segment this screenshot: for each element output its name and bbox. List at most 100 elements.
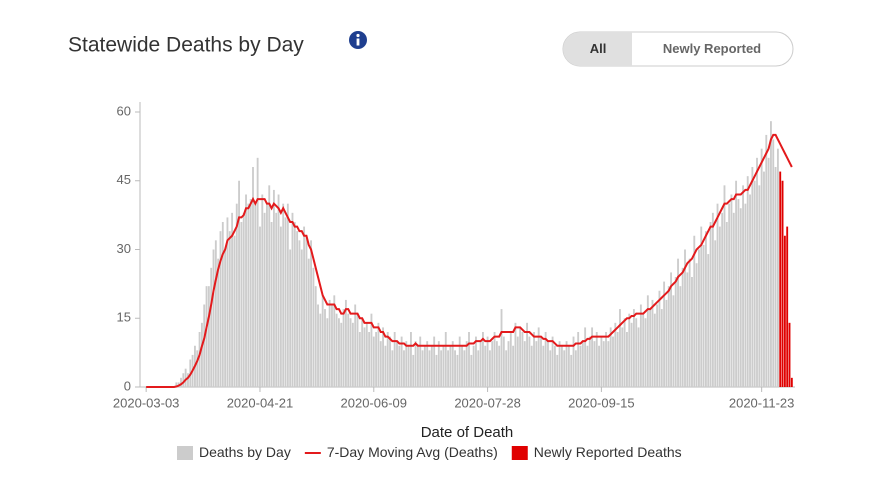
bar [728, 203, 731, 387]
bar [779, 171, 782, 387]
x-tick-label: 2020-03-03 [113, 395, 180, 410]
bar [312, 267, 315, 387]
bar [688, 258, 691, 387]
bar [212, 249, 215, 387]
bar [370, 313, 373, 387]
bar [660, 309, 663, 387]
bar [672, 295, 675, 387]
bar [317, 304, 319, 387]
bar [351, 322, 354, 387]
bar [361, 318, 364, 387]
bar [210, 267, 213, 387]
bar [200, 322, 203, 387]
bar [776, 148, 779, 387]
bar [268, 185, 271, 387]
bar [704, 231, 707, 387]
bar [651, 299, 654, 387]
bar [249, 199, 252, 387]
y-tick-label: 60 [117, 103, 131, 118]
bar [521, 332, 524, 387]
bar [463, 350, 466, 387]
bar [621, 327, 624, 387]
bar [783, 235, 786, 387]
bar [765, 134, 768, 387]
bar [642, 313, 645, 387]
bar [790, 377, 793, 387]
bar [519, 327, 522, 387]
bar [407, 345, 410, 387]
bar [270, 222, 273, 387]
bar [398, 345, 401, 387]
bar [393, 332, 396, 387]
bar [475, 336, 477, 387]
bar [368, 332, 371, 387]
bar [753, 180, 756, 387]
bar [607, 341, 610, 387]
bar [598, 345, 600, 387]
bar [567, 345, 570, 387]
bar [198, 332, 201, 387]
bar [509, 332, 512, 387]
bar [767, 157, 770, 387]
bar [347, 313, 350, 387]
bar [788, 322, 791, 387]
bar [437, 341, 440, 387]
bar [549, 350, 552, 387]
bar [725, 222, 728, 387]
bar [289, 249, 292, 387]
bar [718, 226, 721, 387]
bar [482, 332, 484, 387]
bar [744, 203, 747, 387]
bar [458, 336, 461, 387]
bar [410, 332, 412, 387]
bar [433, 336, 436, 387]
x-axis-title: Date of Death [421, 424, 514, 441]
bar [182, 373, 185, 387]
bar [338, 318, 340, 387]
bar [588, 336, 591, 387]
bar [537, 327, 540, 387]
bar [711, 212, 714, 387]
bar [609, 327, 612, 387]
bar [456, 354, 459, 387]
bar [454, 350, 456, 387]
bar [570, 354, 573, 387]
bar [354, 304, 357, 387]
bar [247, 203, 250, 387]
bar [479, 341, 482, 387]
bar [628, 313, 631, 387]
x-tick-label: 2020-09-15 [568, 395, 635, 410]
bar [344, 299, 347, 387]
bar [702, 244, 705, 387]
bar [774, 167, 777, 387]
bar [461, 345, 463, 387]
bar [221, 222, 224, 387]
bar [600, 336, 603, 387]
bar [300, 249, 303, 387]
toggle-all-bg[interactable] [563, 32, 632, 66]
bar [259, 226, 261, 387]
toggle-all[interactable]: All [590, 41, 607, 56]
bar [477, 350, 480, 387]
bar [421, 350, 424, 387]
bar [605, 332, 607, 387]
bar [205, 286, 208, 387]
bar [500, 309, 503, 387]
bar [226, 217, 229, 387]
bar [486, 336, 489, 387]
bar [491, 341, 494, 387]
info-icon[interactable] [349, 31, 367, 49]
bar [691, 277, 693, 387]
bar [756, 157, 758, 387]
bar [707, 254, 710, 387]
bar [238, 180, 240, 387]
legend-swatch [177, 446, 193, 460]
bar [307, 258, 310, 387]
toggle-newly-reported[interactable]: Newly Reported [663, 41, 761, 56]
bar [319, 313, 322, 387]
bar [314, 286, 317, 387]
bar [449, 345, 452, 387]
bar [468, 332, 470, 387]
bar [558, 341, 561, 387]
